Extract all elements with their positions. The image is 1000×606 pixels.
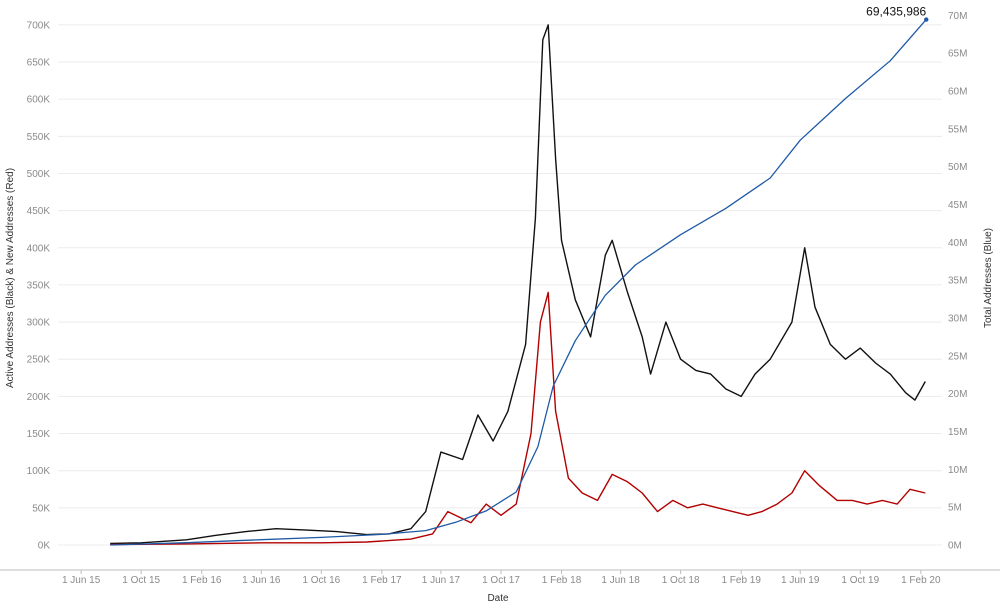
- x-tick-label: 1 Feb 19: [721, 575, 761, 586]
- right-axis-ticks: 0M 5M 10M 15M 20M 25M 30M 35M 40M 45M 50M 55M 60M 65M…: [948, 11, 967, 552]
- right-tick-label: 60M: [948, 86, 967, 97]
- right-tick-label: 65M: [948, 49, 967, 60]
- series-layer: [110, 19, 927, 546]
- total-addresses-line: [110, 19, 927, 546]
- active-addresses-line: [110, 24, 926, 545]
- right-tick-label: 40M: [948, 238, 967, 249]
- left-tick-label: 50K: [32, 503, 50, 514]
- left-tick-label: 150K: [27, 429, 51, 440]
- left-tick-label: 700K: [27, 20, 51, 31]
- right-tick-label: 30M: [948, 313, 967, 324]
- right-axis-title: Total Addresses (Blue): [983, 228, 994, 328]
- end-value-annotation: 69,435,986: [866, 5, 929, 22]
- new-addresses-line: [110, 291, 926, 546]
- left-tick-label: 650K: [27, 58, 51, 69]
- x-axis-title: Date: [487, 593, 509, 604]
- end-value-marker: [924, 17, 929, 22]
- x-tick-label: 1 Feb 17: [362, 575, 402, 586]
- left-tick-label: 250K: [27, 355, 51, 366]
- right-tick-label: 5M: [948, 503, 962, 514]
- x-tick-label: 1 Jun 16: [242, 575, 281, 586]
- left-tick-label: 550K: [27, 132, 51, 143]
- x-tick-label: 1 Jun 17: [422, 575, 461, 586]
- right-tick-label: 20M: [948, 389, 967, 400]
- x-tick-label: 1 Oct 15: [122, 575, 160, 586]
- x-tick-label: 1 Oct 16: [302, 575, 340, 586]
- left-tick-label: 600K: [27, 95, 51, 106]
- right-tick-label: 45M: [948, 200, 967, 211]
- left-tick-label: 300K: [27, 318, 51, 329]
- left-tick-label: 200K: [27, 392, 51, 403]
- end-value-label: 69,435,986: [866, 5, 926, 19]
- right-tick-label: 0M: [948, 541, 962, 552]
- right-tick-label: 10M: [948, 465, 967, 476]
- right-tick-label: 55M: [948, 124, 967, 135]
- left-tick-label: 0K: [38, 541, 51, 552]
- left-tick-label: 400K: [27, 243, 51, 254]
- left-tick-label: 450K: [27, 206, 51, 217]
- x-tick-label: 1 Oct 18: [662, 575, 700, 586]
- left-axis-ticks: 0K 50K 100K 150K 200K 250K 300K 350K 400K 450K 500…: [27, 20, 51, 551]
- x-tick-label: 1 Feb 18: [542, 575, 582, 586]
- left-tick-label: 350K: [27, 280, 51, 291]
- right-tick-label: 25M: [948, 351, 967, 362]
- x-tick-label: 1 Feb 16: [182, 575, 222, 586]
- x-tick-label: 1 Oct 17: [482, 575, 520, 586]
- gridlines: [58, 24, 942, 546]
- left-axis-title: Active Addresses (Black) & New Addresses…: [5, 168, 16, 388]
- x-tick-label: 1 Feb 20: [901, 575, 941, 586]
- x-tick-label: 1 Jun 18: [601, 575, 640, 586]
- left-tick-label: 100K: [27, 466, 51, 477]
- right-tick-label: 35M: [948, 276, 967, 287]
- left-tick-label: 500K: [27, 169, 51, 180]
- right-tick-label: 15M: [948, 427, 967, 438]
- x-tick-label: 1 Jun 15: [62, 575, 101, 586]
- x-tick-label: 1 Oct 19: [841, 575, 879, 586]
- x-axis-ticks: 1 Jun 15 1 Oct 15 1 Feb 16 1 Jun 16 1 Oct 16…: [62, 570, 941, 586]
- right-tick-label: 70M: [948, 11, 967, 22]
- x-tick-label: 1 Jun 19: [781, 575, 820, 586]
- right-tick-label: 50M: [948, 162, 967, 173]
